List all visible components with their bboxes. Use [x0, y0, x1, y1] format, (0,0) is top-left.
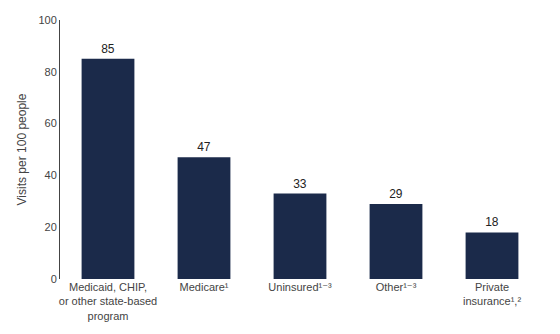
- svg-text:80: 80: [45, 66, 57, 78]
- svg-text:Other¹⁻³: Other¹⁻³: [376, 281, 417, 293]
- svg-text:47: 47: [197, 140, 211, 154]
- svg-text:85: 85: [101, 42, 115, 56]
- svg-text:Uninsured¹⁻³: Uninsured¹⁻³: [268, 281, 332, 293]
- svg-text:Medicaid, CHIP,or other state-: Medicaid, CHIP,or other state-basedprogr…: [59, 281, 157, 322]
- svg-text:Medicare¹: Medicare¹: [180, 281, 229, 293]
- svg-text:18: 18: [485, 215, 499, 229]
- svg-text:Visits per 100 people: Visits per 100 people: [15, 93, 29, 205]
- svg-text:60: 60: [45, 117, 57, 129]
- svg-text:40: 40: [45, 169, 57, 181]
- svg-text:20: 20: [45, 221, 57, 233]
- svg-text:33: 33: [293, 177, 307, 191]
- svg-text:Privateinsurance¹,²: Privateinsurance¹,²: [463, 281, 521, 307]
- svg-text:29: 29: [389, 187, 403, 201]
- svg-text:0: 0: [51, 273, 57, 285]
- svg-text:100: 100: [38, 14, 56, 26]
